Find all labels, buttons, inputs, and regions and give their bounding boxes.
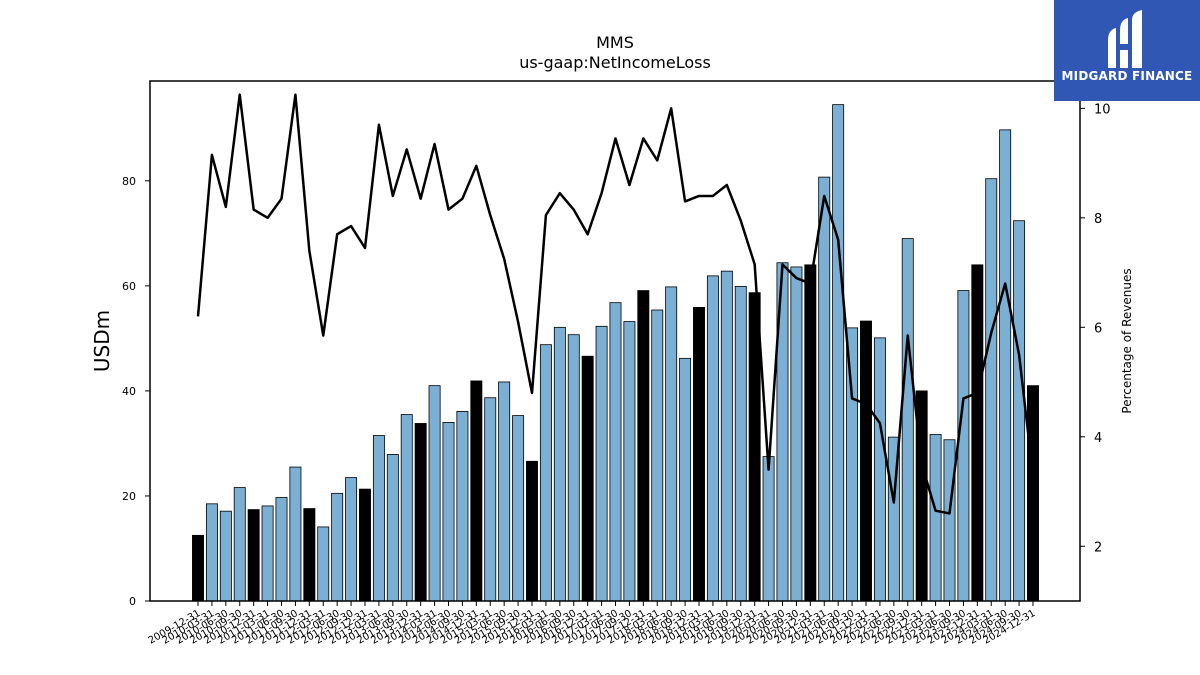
y-tick-label: 40 <box>122 385 136 398</box>
bar-2022-03-31 <box>873 337 886 602</box>
bar-2017-06-30 <box>609 302 622 602</box>
bar-2022-09-30 <box>901 238 914 602</box>
y2-tick-label: 10 <box>1094 102 1111 117</box>
y2-tick-label: 6 <box>1094 321 1102 336</box>
bar-2011-06-30 <box>275 497 288 602</box>
bar-2011-03-31 <box>261 505 274 602</box>
logo-text: MIDGARD FINANCE <box>1061 69 1193 83</box>
bar-2010-03-31 <box>205 503 218 602</box>
bar-series <box>192 104 1039 602</box>
bar-2018-03-31 <box>651 309 664 602</box>
bar-2014-03-31 <box>428 385 441 602</box>
y-tick-label: 20 <box>122 490 136 503</box>
y-axis-label: USDm <box>90 310 114 372</box>
y-axis-right: 2 4 6 8 10 <box>1080 102 1111 555</box>
bar-2011-09-30 <box>289 466 302 602</box>
bar-2015-06-30 <box>498 381 511 602</box>
bar-2021-06-30 <box>832 104 845 602</box>
bar-2018-09-30 <box>679 357 692 602</box>
bar-2021-09-30 <box>846 327 859 602</box>
bar-2020-12-31 <box>804 264 817 602</box>
bar-2019-06-30 <box>720 270 733 602</box>
percentage-line <box>196 93 1035 515</box>
y2-axis-label: Percentage of Revenues <box>1120 268 1134 413</box>
bar-2012-12-31 <box>359 488 371 602</box>
bar-2017-09-30 <box>623 321 636 602</box>
bar-2012-03-31 <box>317 526 330 602</box>
bar-2012-06-30 <box>331 492 344 602</box>
bar-2014-06-30 <box>442 422 455 602</box>
bar-2014-09-30 <box>456 410 469 602</box>
bar-2021-12-31 <box>860 320 872 602</box>
bar-2011-12-31 <box>303 508 316 602</box>
y2-tick-label: 4 <box>1094 431 1102 446</box>
bar-2018-06-30 <box>665 286 678 602</box>
x-axis: 2009-12-312010-03-312010-06-302010-09-30… <box>147 601 1038 647</box>
bar-2016-03-31 <box>539 344 552 602</box>
percentage-line-series <box>196 93 1035 515</box>
bar-2023-09-30 <box>957 290 970 602</box>
bar-2024-09-30 <box>1013 220 1026 602</box>
bar-2010-06-30 <box>219 510 232 602</box>
y-tick-label: 80 <box>122 175 136 188</box>
bar-2013-12-31 <box>414 423 427 602</box>
bar-2024-12-31 <box>1027 385 1039 602</box>
bar-2023-06-30 <box>943 439 956 602</box>
bar-2023-12-31 <box>971 264 984 602</box>
bar-2018-12-31 <box>693 306 705 602</box>
y-tick-label: 60 <box>122 280 136 293</box>
bar-2017-03-31 <box>595 325 608 602</box>
midgard-finance-logo: MIDGARD FINANCE <box>1054 0 1200 101</box>
bar-2024-03-31 <box>985 178 998 602</box>
y-axis-left: 0 20 40 60 80 <box>122 175 150 608</box>
bar-2020-09-30 <box>790 266 803 602</box>
bar-2016-06-30 <box>553 326 566 602</box>
bar-2013-09-30 <box>400 414 413 602</box>
bar-2017-12-31 <box>637 290 650 602</box>
y2-tick-label: 2 <box>1094 540 1102 555</box>
bar-2013-03-31 <box>372 435 385 602</box>
bar-2013-06-30 <box>386 454 399 602</box>
bar-2016-09-30 <box>567 334 580 602</box>
bar-2014-12-31 <box>470 380 483 602</box>
midgard-logo-icon <box>1108 10 1142 68</box>
bar-2019-03-31 <box>706 275 719 602</box>
bar-2015-12-31 <box>526 460 538 602</box>
bar-2023-03-31 <box>929 434 942 602</box>
chart-subtitle: us-gaap:NetIncomeLoss <box>519 53 711 72</box>
bar-2015-03-31 <box>484 397 497 602</box>
y-tick-label: 0 <box>129 595 136 608</box>
bar-2024-06-30 <box>999 129 1012 602</box>
bar-2020-03-31 <box>762 456 775 602</box>
bar-2016-12-31 <box>581 355 594 602</box>
bar-2021-03-31 <box>818 176 831 602</box>
chart-title: MMS <box>596 33 634 52</box>
bar-2015-09-30 <box>512 415 525 602</box>
bar-2019-09-30 <box>734 285 747 602</box>
y2-tick-label: 8 <box>1094 212 1102 227</box>
bar-2009-12-31 <box>192 534 204 602</box>
bar-2010-09-30 <box>233 487 246 602</box>
bar-2010-12-31 <box>247 509 260 602</box>
bar-2012-09-30 <box>345 477 358 602</box>
